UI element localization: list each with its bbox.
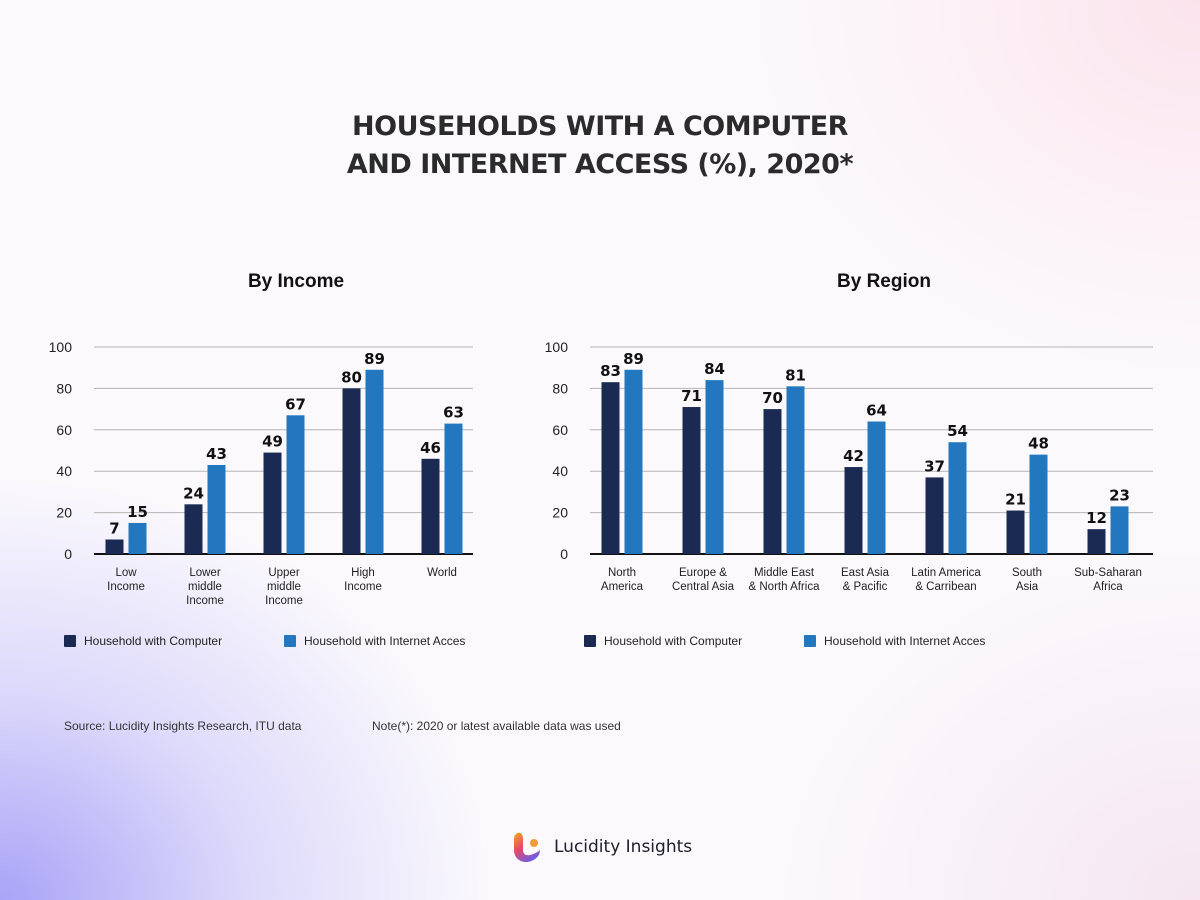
data-label: 7 [109,520,119,538]
bar-internet [286,415,305,554]
page-title: HOUSEHOLDS WITH A COMPUTER AND INTERNET … [0,108,1200,184]
legend-swatch-computer [64,635,76,647]
x-tick-label: Upper middle Income [265,567,303,607]
data-label: 84 [704,360,725,378]
bar-computer [263,452,282,554]
data-label: 70 [762,389,783,407]
bar-computer [763,409,782,554]
legend-swatch-internet [804,635,816,647]
x-tick-label: Latin America & Carribean [911,567,981,593]
bar-computer [1087,529,1106,554]
x-tick-label: Sub-Saharan Africa [1074,567,1142,593]
data-label: 89 [623,350,644,368]
bar-computer [601,382,620,554]
bar-internet [128,522,147,554]
bar-computer [105,539,124,554]
x-tick-label: South Asia [1012,567,1042,593]
x-tick-label: Low Income [107,567,145,593]
x-tick-label: North America [601,567,644,593]
bar-internet [207,464,226,554]
x-tick-label: Europe & Central Asia [672,567,735,593]
income-bar-chart: 0 20 40 60 80 100 7 15 Low Income 24 43 Lower middle I… [49,339,473,607]
data-label: 42 [843,447,864,465]
y-tick-label: 80 [56,380,72,396]
data-label: 83 [600,362,621,380]
y-tick-label: 0 [560,546,568,562]
region-chart-title: By Region [837,271,931,292]
lucidity-logo-icon [514,832,540,862]
legend-swatch-computer [584,635,596,647]
data-label: 23 [1109,486,1130,504]
region-legend-internet: Household with Internet Acces [804,634,985,648]
x-tick-label: Middle East & North Africa [749,567,821,593]
x-tick-label: Lower middle Income [186,567,224,607]
bar-computer [844,467,863,554]
bar-computer [925,477,944,554]
region-legend-computer: Household with Computer [584,634,742,648]
brand-logo: Lucidity Insights [512,830,692,864]
bar-computer [342,388,361,554]
y-tick-label: 60 [552,422,568,438]
data-label: 81 [785,366,806,384]
brand-name: Lucidity Insights [554,837,693,857]
y-tick-label: 0 [64,546,72,562]
bar-internet [1029,454,1048,554]
bar-computer [421,458,440,554]
title-line-2: AND INTERNET ACCESS (%), 2020* [346,149,854,180]
bar-internet [786,386,805,554]
data-label: 15 [127,503,148,521]
bar-computer [1006,510,1025,554]
y-tick-label: 20 [56,505,72,521]
bar-internet [1110,506,1129,554]
data-label: 43 [206,445,227,463]
y-tick-label: 40 [56,463,72,479]
data-label: 48 [1028,435,1049,453]
footnote: Note(*): 2020 or latest available data w… [372,719,621,733]
x-tick-label: East Asia & Pacific [841,567,890,593]
title-line-1: HOUSEHOLDS WITH A COMPUTER [352,111,848,142]
data-label: 12 [1086,509,1107,527]
bar-internet [624,369,643,554]
x-tick-label: High Income [344,567,382,593]
data-label: 64 [866,402,887,420]
x-tick-label: World [427,567,457,579]
income-legend-internet: Household with Internet Acces [284,634,465,648]
data-label: 63 [443,404,464,422]
y-tick-label: 100 [545,339,569,355]
legend-label: Household with Computer [604,634,743,648]
legend-label: Household with Computer [84,634,223,648]
legend-label: Household with Internet Acces [824,634,986,648]
income-chart-title: By Income [247,271,345,292]
bar-computer [184,504,203,554]
data-label: 67 [285,395,306,413]
data-label: 54 [947,422,968,440]
bar-internet [867,421,886,554]
data-label: 24 [183,484,204,502]
legend-label: Household with Internet Acces [304,634,466,648]
y-tick-label: 80 [552,380,568,396]
y-tick-label: 20 [552,505,568,521]
bar-internet [948,442,967,554]
data-label: 37 [924,457,945,475]
data-label: 89 [364,350,385,368]
data-label: 46 [420,439,441,457]
data-label: 71 [681,387,702,405]
legend-swatch-internet [284,635,296,647]
y-tick-label: 60 [56,422,72,438]
data-label: 80 [341,368,362,386]
income-legend-computer: Household with Computer [64,634,222,648]
bar-internet [444,423,463,554]
bar-computer [682,407,701,554]
data-label: 21 [1005,491,1026,509]
bar-internet [705,380,724,554]
data-label: 49 [262,433,283,451]
source-note: Source: Lucidity Insights Research, ITU … [64,719,302,733]
y-tick-label: 40 [552,463,568,479]
bar-internet [365,369,384,554]
y-tick-label: 100 [49,339,73,355]
